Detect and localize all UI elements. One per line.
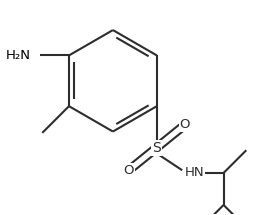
Text: O: O [123,164,134,177]
Text: H₂N: H₂N [5,49,30,62]
Text: O: O [180,118,190,131]
Text: S: S [152,141,161,155]
Text: HN: HN [185,166,205,180]
